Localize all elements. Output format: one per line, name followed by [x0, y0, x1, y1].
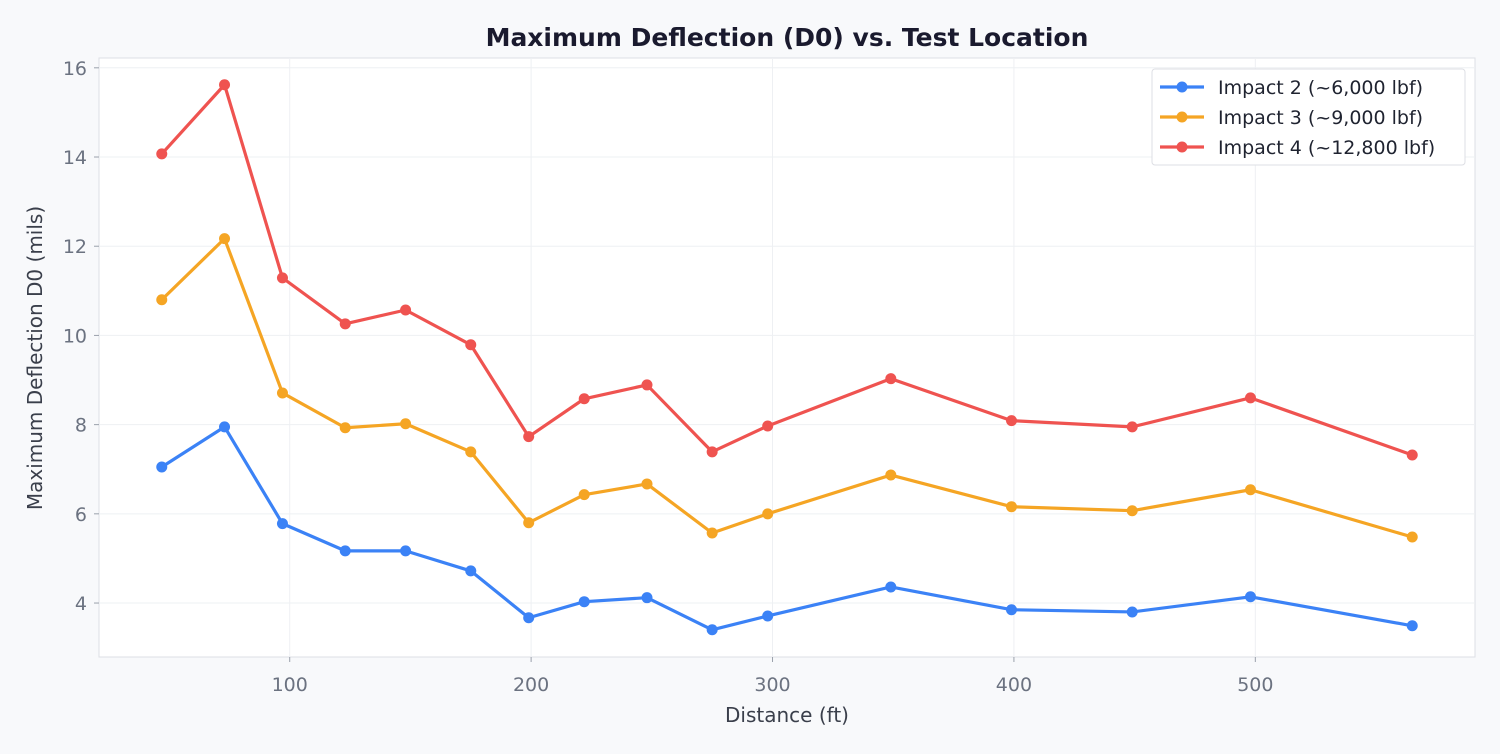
legend-label: Impact 4 (~12,800 lbf)	[1218, 137, 1435, 159]
data-point	[1244, 392, 1256, 404]
data-point	[885, 581, 897, 593]
data-point	[465, 565, 477, 577]
data-point	[1126, 505, 1138, 517]
data-point	[1406, 449, 1418, 461]
legend-box	[1151, 68, 1466, 166]
y-tick-label: 14	[63, 147, 87, 169]
y-tick-label: 6	[75, 504, 87, 526]
data-point	[1126, 421, 1138, 433]
data-point	[1244, 484, 1256, 496]
data-point	[1006, 415, 1018, 427]
legend-marker	[1176, 111, 1188, 123]
data-point	[219, 233, 231, 245]
data-point	[1006, 604, 1018, 616]
legend-marker	[1176, 141, 1188, 153]
data-point	[276, 272, 288, 284]
x-tick-label: 300	[754, 674, 790, 696]
data-point	[276, 518, 288, 530]
data-point	[762, 610, 774, 622]
data-point	[885, 469, 897, 481]
y-axis-label: Maximum Deflection D0 (mils)	[23, 206, 47, 510]
data-point	[578, 393, 590, 405]
legend: Impact 2 (~6,000 lbf) Impact 3 (~9,000 lb…	[1151, 68, 1466, 166]
data-point	[706, 624, 718, 636]
data-point	[641, 592, 653, 604]
data-point	[1406, 620, 1418, 632]
data-point	[219, 421, 231, 433]
x-tick-label: 200	[513, 674, 549, 696]
y-tick-label: 16	[63, 58, 87, 80]
data-point	[339, 422, 351, 434]
data-point	[523, 612, 535, 624]
series-line-2	[160, 425, 1413, 632]
legend-label: Impact 2 (~6,000 lbf)	[1218, 77, 1423, 99]
data-point	[885, 373, 897, 385]
data-point	[219, 79, 231, 91]
y-tick-label: 12	[63, 236, 87, 258]
data-point	[465, 446, 477, 458]
data-point	[400, 304, 412, 316]
x-tick-label: 400	[996, 674, 1032, 696]
data-point	[156, 461, 168, 473]
data-point	[1126, 606, 1138, 618]
x-tick-label: 100	[272, 674, 308, 696]
x-axis-label: Distance (ft)	[725, 703, 849, 727]
data-point	[706, 446, 718, 458]
data-point	[156, 148, 168, 160]
data-point	[762, 420, 774, 432]
data-point	[339, 545, 351, 557]
data-point	[762, 508, 774, 520]
y-tick-label: 10	[63, 325, 87, 347]
data-point	[578, 489, 590, 501]
data-point	[1244, 591, 1256, 603]
chart-title: Maximum Deflection (D0) vs. Test Locatio…	[486, 23, 1089, 52]
data-point	[1406, 531, 1418, 543]
data-point	[465, 339, 477, 351]
data-point	[339, 318, 351, 330]
series-line-3	[160, 237, 1413, 539]
data-point	[641, 478, 653, 490]
data-point	[400, 545, 412, 557]
data-point	[276, 387, 288, 399]
data-point	[641, 379, 653, 391]
legend-marker	[1176, 81, 1188, 93]
series-line-4	[160, 83, 1413, 457]
data-point	[400, 418, 412, 430]
data-point	[578, 596, 590, 608]
data-point	[523, 431, 535, 443]
y-tick-label: 4	[75, 593, 87, 615]
data-point	[523, 517, 535, 529]
y-tick-label: 8	[75, 415, 87, 437]
x-tick-label: 500	[1237, 674, 1273, 696]
data-point	[706, 527, 718, 539]
data-point	[1006, 501, 1018, 513]
data-point	[156, 294, 168, 306]
legend-label: Impact 3 (~9,000 lbf)	[1218, 107, 1423, 129]
